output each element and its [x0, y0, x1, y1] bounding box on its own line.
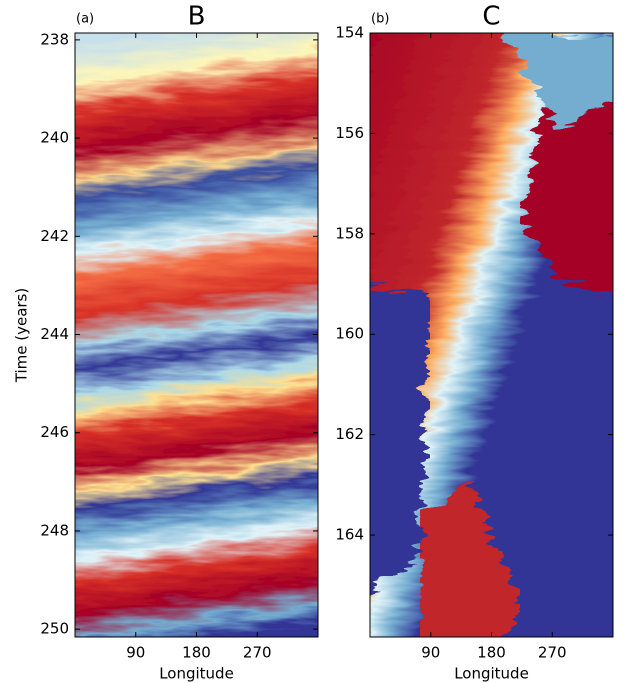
chart-title: C: [482, 2, 500, 32]
y-tick-label: 156: [335, 124, 364, 142]
heatmap-b: [370, 33, 613, 637]
heatmap-field: [370, 284, 430, 591]
y-tick-label: 160: [335, 325, 364, 343]
x-tick-label: 180: [477, 644, 506, 662]
x-tick-label: 270: [538, 644, 567, 662]
x-tick-label: 180: [182, 644, 211, 662]
y-tick-label: 240: [40, 129, 69, 147]
y-tick-label: 238: [40, 30, 69, 48]
x-tick-label: 90: [126, 644, 145, 662]
y-tick-label: 242: [40, 227, 69, 245]
y-tick-label: 154: [335, 24, 364, 42]
y-tick-label: 162: [335, 425, 364, 443]
x-axis-label: Longitude: [159, 665, 234, 683]
heatmap-field: [520, 85, 613, 296]
x-axis-label: Longitude: [454, 665, 529, 683]
panel-label: (a): [76, 12, 94, 27]
heatmap-a: [75, 33, 318, 637]
x-tick-label: 270: [243, 644, 272, 662]
heatmap-field: [420, 480, 520, 637]
y-tick-label: 246: [40, 423, 69, 441]
panel-label: (b): [371, 12, 389, 27]
heatmap-field: [75, 33, 318, 637]
y-axis-label: Time (years): [13, 288, 31, 383]
y-tick-label: 158: [335, 224, 364, 242]
chart-title: B: [188, 2, 206, 32]
y-tick-label: 244: [40, 325, 69, 343]
y-tick-label: 250: [40, 620, 69, 638]
x-tick-label: 90: [421, 644, 440, 662]
y-tick-label: 164: [335, 526, 364, 544]
y-tick-label: 248: [40, 521, 69, 539]
heatmap-field: [500, 33, 613, 130]
